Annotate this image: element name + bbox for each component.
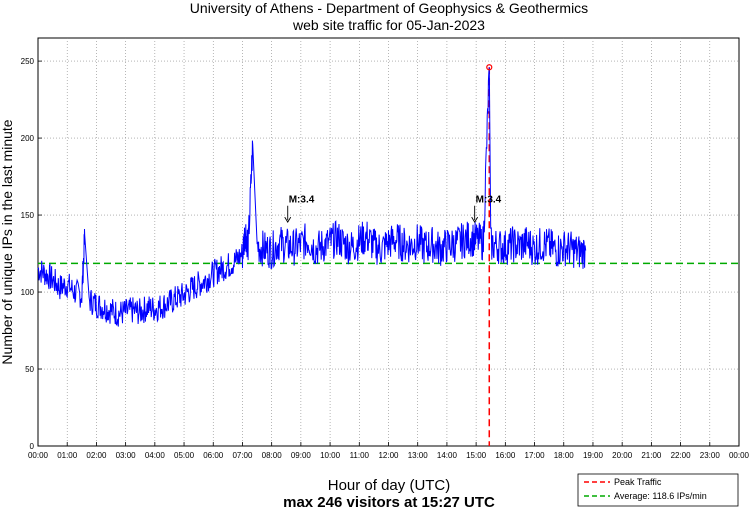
y-tick-label: 100 [21,288,35,297]
x-tick-label: 05:00 [174,451,195,460]
y-axis-ticks: 0 50 100 150 200 250 [21,57,42,451]
x-tick-label: 06:00 [203,451,224,460]
y-tick-label: 200 [21,134,35,143]
x-tick-label: 21:00 [641,451,662,460]
annotation-arrow-head [471,216,479,224]
x-tick-label: 13:00 [408,451,429,460]
annotation-label: M:3.4 [289,195,315,206]
y-tick-label: 50 [25,365,34,374]
x-tick-label: 00:00 [28,451,49,460]
x-tick-label: 04:00 [145,451,166,460]
x-tick-label: 22:00 [671,451,692,460]
annotation-arrow-head [284,216,292,224]
x-tick-label: 19:00 [583,451,604,460]
legend-peak-label: Peak Traffic [614,477,662,487]
x-tick-label: 18:00 [554,451,575,460]
x-tick-label: 07:00 [232,451,253,460]
y-tick-label: 250 [21,57,35,66]
x-axis-ticks: 00:00 01:00 02:00 03:00 04:00 05:00 06:00 07:00… [28,442,750,460]
x-tick-label: 02:00 [86,451,107,460]
annotation-label: M:3.4 [476,195,502,206]
y-tick-label: 0 [30,442,35,451]
legend-box [577,473,739,507]
earthquake-annotations: M:3.4 M:3.4 [284,195,502,224]
x-tick-label: 15:00 [466,451,487,460]
x-tick-label: 17:00 [525,451,546,460]
x-axis-label: Hour of day (UTC) [328,477,451,494]
peak-marker [486,64,493,71]
x-tick-label: 00:00 [729,451,750,460]
x-tick-label: 08:00 [262,451,283,460]
chart-subtitle-date: web site traffic for 05-Jan-2023 [292,17,485,33]
chart-title: University of Athens - Department of Geo… [190,0,588,16]
x-tick-label: 09:00 [291,451,312,460]
legend: Peak Traffic Average: 118.6 IPs/min [577,473,739,507]
x-tick-label: 01:00 [57,451,78,460]
x-tick-label: 10:00 [320,451,341,460]
x-tick-label: 14:00 [437,451,458,460]
x-tick-label: 16:00 [495,451,516,460]
x-tick-label: 20:00 [612,451,633,460]
x-tick-label: 23:00 [700,451,721,460]
x-tick-label: 11:00 [350,451,370,460]
legend-average-label: Average: 118.6 IPs/min [614,491,707,501]
visitors-series-line [37,67,587,327]
y-axis-label: Number of unique IPs in the last minute [0,119,15,364]
x-tick-label: 12:00 [378,451,399,460]
y-tick-label: 150 [21,211,35,220]
x-tick-label: 03:00 [116,451,137,460]
max-visitors-label: max 246 visitors at 15:27 UTC [283,494,495,511]
